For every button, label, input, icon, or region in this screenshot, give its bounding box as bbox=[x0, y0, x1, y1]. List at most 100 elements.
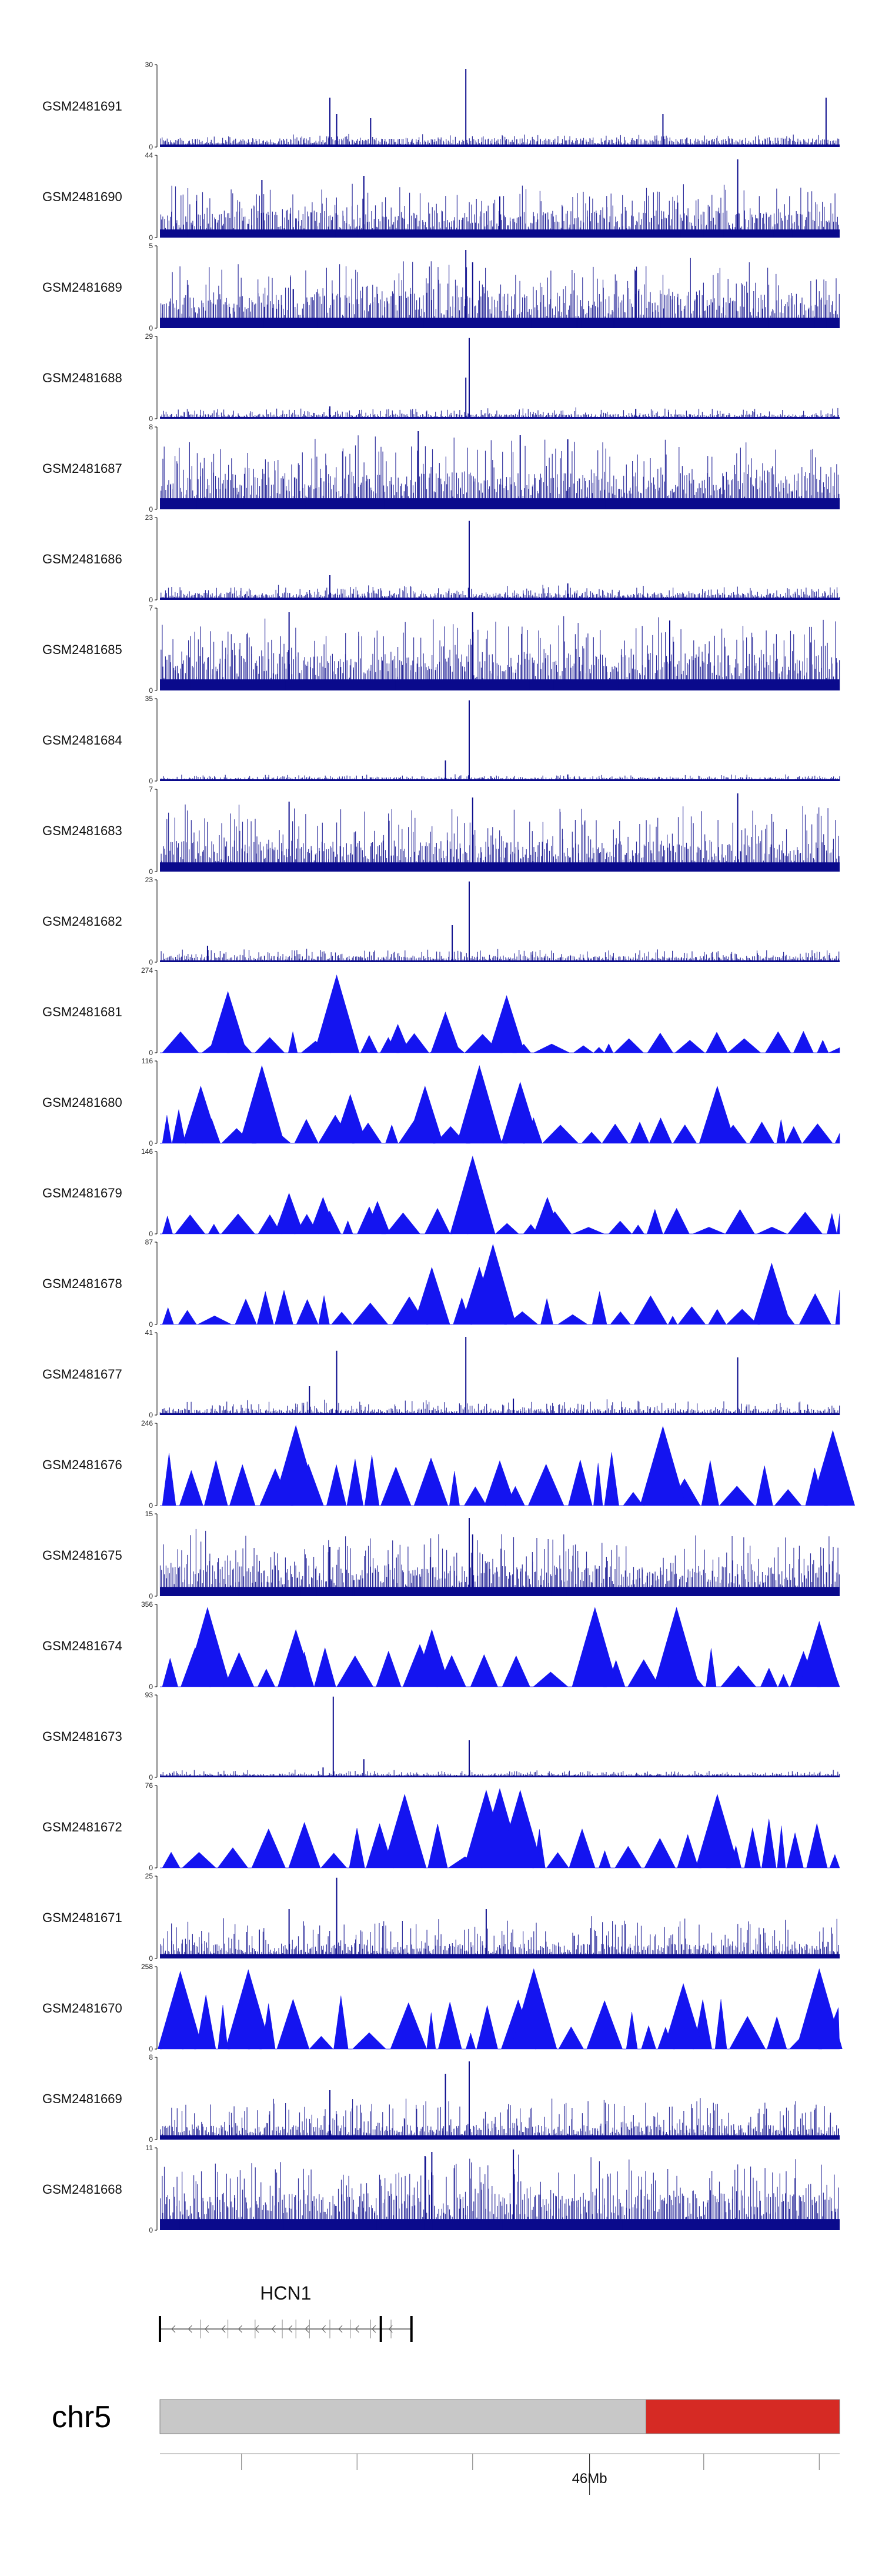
peak-spike bbox=[450, 1156, 496, 1234]
y-min-label: 0 bbox=[149, 1864, 153, 1872]
y-min-label: 0 bbox=[149, 415, 153, 423]
signal-bars bbox=[160, 134, 840, 147]
track-GSM2481675: GSM2481675 15 0 bbox=[42, 1510, 840, 1600]
peak-spike bbox=[510, 1968, 557, 2049]
track-label: GSM2481669 bbox=[42, 2091, 122, 2106]
signal-bars bbox=[160, 183, 839, 238]
peak-spike bbox=[572, 1607, 618, 1687]
y-min-label: 0 bbox=[149, 505, 153, 513]
signal-baseline bbox=[160, 1776, 840, 1777]
y-max-label: 87 bbox=[145, 1238, 153, 1246]
peak-spike bbox=[484, 1460, 516, 1506]
peak-spike bbox=[225, 1969, 272, 2049]
strand-arrow bbox=[288, 2325, 293, 2333]
strand-arrow bbox=[321, 2325, 326, 2333]
strand-arrow bbox=[188, 2325, 192, 2333]
y-max-label: 30 bbox=[145, 61, 153, 69]
signal-baseline bbox=[160, 417, 840, 419]
track-label: GSM2481670 bbox=[42, 2001, 122, 2016]
strand-arrow bbox=[204, 2325, 209, 2333]
y-max-label: 41 bbox=[145, 1329, 153, 1337]
track-label: GSM2481689 bbox=[42, 280, 122, 295]
peak-spike bbox=[533, 1197, 562, 1234]
y-max-label: 8 bbox=[149, 423, 153, 431]
y-min-label: 0 bbox=[149, 1592, 153, 1600]
y-max-label: 44 bbox=[145, 151, 153, 159]
y-max-label: 11 bbox=[146, 2144, 153, 2152]
y-min-label: 0 bbox=[149, 2135, 153, 2144]
track-GSM2481669: GSM2481669 8 0 bbox=[42, 2053, 840, 2144]
peak-spike bbox=[182, 1086, 219, 1143]
strand-arrow bbox=[171, 2325, 176, 2333]
track-GSM2481671: GSM2481671 25 0 bbox=[42, 1872, 840, 1963]
track-GSM2481679: GSM2481679 146 0 bbox=[42, 1147, 840, 1238]
peak-spike bbox=[501, 1082, 540, 1143]
signal-bars bbox=[159, 1399, 840, 1415]
strand-arrow bbox=[221, 2325, 226, 2333]
signal-bars bbox=[159, 1529, 840, 1596]
signal-bars bbox=[161, 774, 840, 781]
y-min-label: 0 bbox=[149, 1501, 153, 1510]
peak-spike bbox=[695, 1794, 739, 1868]
peak-spike bbox=[239, 1065, 285, 1143]
peak-area bbox=[160, 1818, 840, 1868]
gene-exon-major bbox=[379, 2316, 382, 2342]
peak-spike bbox=[209, 991, 248, 1053]
signal-baseline bbox=[160, 598, 840, 600]
track-GSM2481670: GSM2481670 258 0 bbox=[42, 1963, 843, 2053]
y-max-label: 23 bbox=[145, 513, 153, 522]
gene-exon-major bbox=[159, 2316, 161, 2342]
signal-bars bbox=[161, 949, 840, 962]
track-label: GSM2481678 bbox=[42, 1276, 122, 1291]
track-label: GSM2481684 bbox=[42, 733, 122, 748]
signal-bars bbox=[160, 1769, 840, 1777]
peak-spike bbox=[699, 1086, 736, 1143]
y-max-label: 29 bbox=[145, 332, 153, 341]
peak-spike bbox=[810, 1430, 855, 1506]
signal-tracks: GSM2481691300GSM2481690440GSM248168950GS… bbox=[42, 61, 855, 2234]
peak-spike bbox=[314, 975, 360, 1053]
y-min-label: 0 bbox=[149, 686, 153, 695]
track-label: GSM2481675 bbox=[42, 1548, 122, 1563]
track-label: GSM2481676 bbox=[42, 1457, 122, 1472]
peak-spike bbox=[278, 1629, 315, 1687]
track-label: GSM2481672 bbox=[42, 1820, 122, 1834]
y-max-label: 8 bbox=[149, 2053, 153, 2061]
peak-spike bbox=[663, 1983, 704, 2049]
peak-spike bbox=[799, 1621, 840, 1687]
peak-spike bbox=[386, 1024, 410, 1053]
peak-spike bbox=[406, 1086, 443, 1143]
y-max-label: 35 bbox=[145, 695, 153, 703]
chromosome-label: chr5 bbox=[52, 2400, 111, 2434]
gene-exon-major bbox=[410, 2316, 413, 2342]
track-GSM2481677: GSM2481677 41 0 bbox=[42, 1329, 840, 1419]
y-max-label: 356 bbox=[141, 1600, 153, 1609]
peak-spike bbox=[274, 1193, 304, 1234]
y-min-label: 0 bbox=[149, 2226, 153, 2234]
peak-spike bbox=[333, 1094, 367, 1143]
peak-spike bbox=[456, 1065, 502, 1143]
y-min-label: 0 bbox=[149, 596, 153, 604]
gene-track: HCN1 bbox=[159, 2283, 413, 2342]
y-min-label: 0 bbox=[149, 233, 153, 242]
strand-arrow bbox=[305, 2325, 309, 2333]
track-GSM2481680: GSM2481680 116 0 bbox=[42, 1057, 840, 1147]
peak-spike bbox=[184, 1607, 230, 1687]
signal-bars bbox=[160, 2154, 839, 2230]
peak-spike bbox=[463, 1790, 509, 1868]
track-label: GSM2481671 bbox=[42, 1910, 122, 1925]
peak-spike bbox=[796, 1968, 843, 2049]
track-label: GSM2481685 bbox=[42, 642, 122, 657]
peak-spike bbox=[488, 995, 525, 1053]
track-GSM2481683: GSM2481683 7 0 bbox=[42, 785, 840, 876]
track-label: GSM2481690 bbox=[42, 189, 122, 204]
signal-bars bbox=[161, 407, 839, 419]
y-min-label: 0 bbox=[149, 867, 153, 876]
strand-arrow bbox=[238, 2325, 243, 2333]
strand-arrow bbox=[338, 2325, 343, 2333]
track-GSM2481687: GSM2481687 8 0 bbox=[42, 423, 840, 513]
track-GSM2481685: GSM2481685 7 0 bbox=[42, 604, 840, 695]
track-GSM2481689: GSM2481689 5 0 bbox=[42, 242, 840, 332]
y-max-label: 23 bbox=[145, 876, 153, 884]
